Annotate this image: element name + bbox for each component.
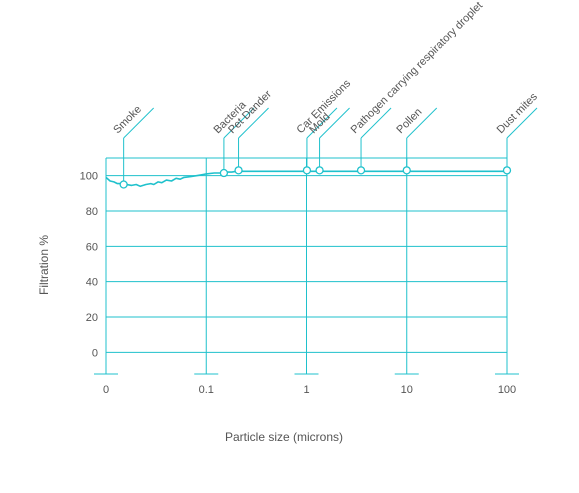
- y-tick-label: 80: [86, 206, 98, 218]
- leader-diagonal: [319, 107, 350, 139]
- x-tick-labels: 0 0.1 1 10 100: [103, 384, 516, 396]
- y-tick-label: 20: [86, 312, 98, 324]
- annotation-label: Pollen: [394, 106, 424, 136]
- leader-diagonal: [306, 107, 338, 139]
- x-tick-label: 10: [401, 384, 413, 396]
- annotation-pollen: Pollen: [394, 106, 438, 175]
- leader-diagonal: [360, 107, 392, 139]
- data-point-marker: [315, 166, 324, 175]
- y-tick-labels: 0 20 40 60 80 100: [80, 171, 98, 360]
- annotation-label: Dust mites: [495, 91, 541, 137]
- data-point-marker: [356, 166, 366, 175]
- data-point-marker: [402, 166, 411, 175]
- y-tick-label: 100: [80, 171, 98, 183]
- data-point-marker: [234, 166, 243, 175]
- x-tick-label: 0: [103, 384, 109, 396]
- leader-diagonal: [238, 107, 269, 139]
- data-point-marker: [302, 166, 312, 175]
- data-point-marker: [502, 166, 512, 175]
- x-axis-title: Particle size (microns): [225, 430, 343, 444]
- x-tick-label: 100: [498, 384, 516, 396]
- leader-diagonal: [123, 107, 155, 139]
- annotation-dust-mites: Dust mites: [495, 91, 541, 175]
- y-axis-title: Filtration %: [37, 235, 51, 295]
- y-tick-label: 60: [86, 241, 98, 253]
- grid: [94, 157, 519, 375]
- leader-diagonal: [406, 107, 438, 139]
- x-tick-label: 1: [303, 384, 309, 396]
- x-tick-label: 0.1: [199, 384, 214, 396]
- annotation-pet-dander: Pet Dander: [226, 88, 274, 175]
- annotation-label: Smoke: [111, 103, 144, 136]
- leader-diagonal: [223, 107, 255, 139]
- annotation-pathogen-carrying-respiratory-droplet: Pathogen carrying respiratory droplet: [349, 0, 485, 175]
- y-tick-label: 40: [86, 277, 98, 289]
- leader-diagonal: [506, 107, 538, 139]
- data-point-marker: [119, 180, 128, 189]
- data-point-marker: [219, 168, 229, 178]
- y-tick-label: 0: [92, 347, 98, 359]
